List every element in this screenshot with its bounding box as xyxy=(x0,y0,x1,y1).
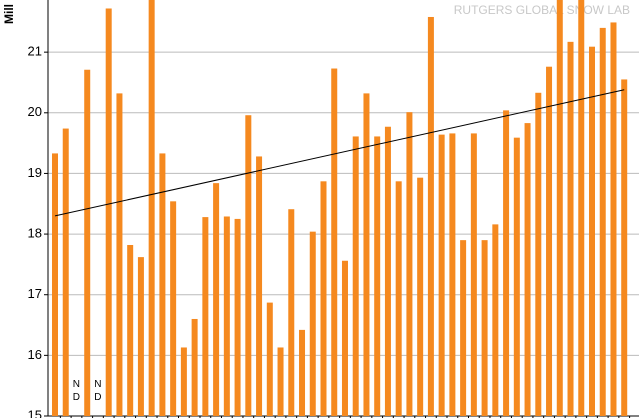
bar xyxy=(116,93,123,416)
bar xyxy=(406,112,413,417)
y-axis-label: Mill xyxy=(2,4,16,24)
bar xyxy=(513,137,520,416)
bar xyxy=(191,318,198,416)
no-data-label: ND xyxy=(92,379,103,405)
y-tick-label: 17 xyxy=(28,286,42,301)
bar xyxy=(202,217,209,416)
bar xyxy=(180,347,187,416)
y-tick-label: 21 xyxy=(28,44,42,59)
bar xyxy=(621,79,628,416)
bar xyxy=(374,136,381,416)
bar xyxy=(599,27,606,416)
trend-line xyxy=(54,89,625,217)
y-tick-label: 16 xyxy=(28,347,42,362)
y-tick-label: 18 xyxy=(28,226,42,241)
bar xyxy=(84,69,91,416)
bar xyxy=(352,136,359,416)
bar xyxy=(578,0,585,417)
bar xyxy=(52,153,58,417)
bar xyxy=(492,224,499,416)
bar xyxy=(245,115,252,416)
bar xyxy=(341,260,348,416)
bar xyxy=(234,218,241,416)
bar xyxy=(256,156,263,416)
bar xyxy=(384,126,391,416)
bar xyxy=(524,123,531,416)
bar xyxy=(567,41,574,417)
bar xyxy=(470,133,477,416)
watermark: RUTGERS GLOBAL SNOW LAB xyxy=(454,3,630,17)
y-tick-label: 20 xyxy=(28,104,42,119)
bar xyxy=(417,177,424,416)
bar xyxy=(427,16,434,417)
bar xyxy=(535,92,542,416)
bar xyxy=(137,257,144,416)
bar xyxy=(266,302,273,416)
bar xyxy=(503,110,510,417)
bar xyxy=(481,240,488,416)
bar xyxy=(105,8,112,416)
bar xyxy=(363,93,370,416)
bar xyxy=(159,153,166,417)
bar xyxy=(320,181,327,416)
bar xyxy=(288,209,295,416)
bar xyxy=(395,181,402,416)
bar xyxy=(223,216,230,416)
bar xyxy=(62,128,69,417)
bar xyxy=(299,329,306,416)
no-data-label: ND xyxy=(71,379,82,405)
bar xyxy=(148,0,155,417)
y-tick-label: 19 xyxy=(28,165,42,180)
bar xyxy=(546,66,553,416)
bar xyxy=(556,0,563,417)
bar xyxy=(277,347,284,416)
bar xyxy=(127,244,134,416)
bar xyxy=(449,133,456,416)
y-tick-label: 15 xyxy=(28,407,42,418)
bar xyxy=(460,240,467,416)
bar xyxy=(213,183,220,416)
bar xyxy=(309,231,316,416)
bar xyxy=(589,46,595,416)
bar xyxy=(610,22,617,416)
bar xyxy=(438,134,445,416)
bar xyxy=(331,68,338,416)
bar xyxy=(170,201,177,416)
